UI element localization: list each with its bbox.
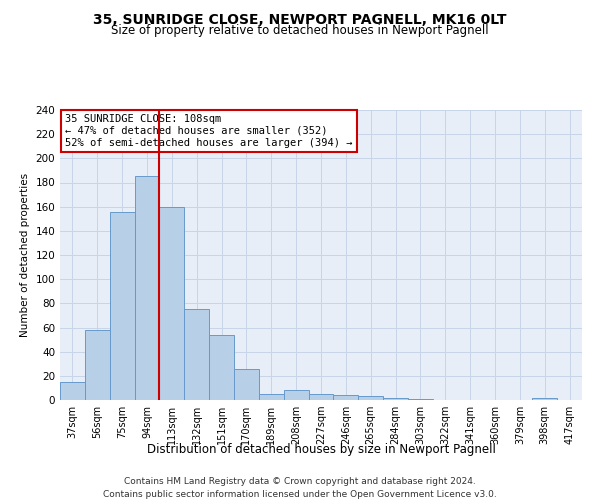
Text: Size of property relative to detached houses in Newport Pagnell: Size of property relative to detached ho… (111, 24, 489, 37)
Bar (358, 396, 383, 400)
Bar (408, 399, 433, 400)
Bar (85, 330, 110, 400)
Text: Distribution of detached houses by size in Newport Pagnell: Distribution of detached houses by size … (146, 442, 496, 456)
Bar (110, 212, 134, 400)
Bar (532, 398, 557, 400)
Bar (60, 382, 85, 400)
Bar (134, 176, 160, 400)
Text: 35 SUNRIDGE CLOSE: 108sqm
← 47% of detached houses are smaller (352)
52% of semi: 35 SUNRIDGE CLOSE: 108sqm ← 47% of detac… (65, 114, 353, 148)
Bar (334, 395, 358, 400)
Text: Contains HM Land Registry data © Crown copyright and database right 2024.: Contains HM Land Registry data © Crown c… (124, 478, 476, 486)
Bar (184, 310, 209, 400)
Bar (259, 394, 284, 400)
Y-axis label: Number of detached properties: Number of detached properties (20, 173, 30, 337)
Bar (284, 390, 308, 400)
Text: Contains public sector information licensed under the Open Government Licence v3: Contains public sector information licen… (103, 490, 497, 499)
Bar (209, 335, 234, 400)
Bar (308, 394, 334, 400)
Bar (160, 206, 184, 400)
Bar (234, 368, 259, 400)
Bar (383, 398, 408, 400)
Text: 35, SUNRIDGE CLOSE, NEWPORT PAGNELL, MK16 0LT: 35, SUNRIDGE CLOSE, NEWPORT PAGNELL, MK1… (93, 12, 507, 26)
